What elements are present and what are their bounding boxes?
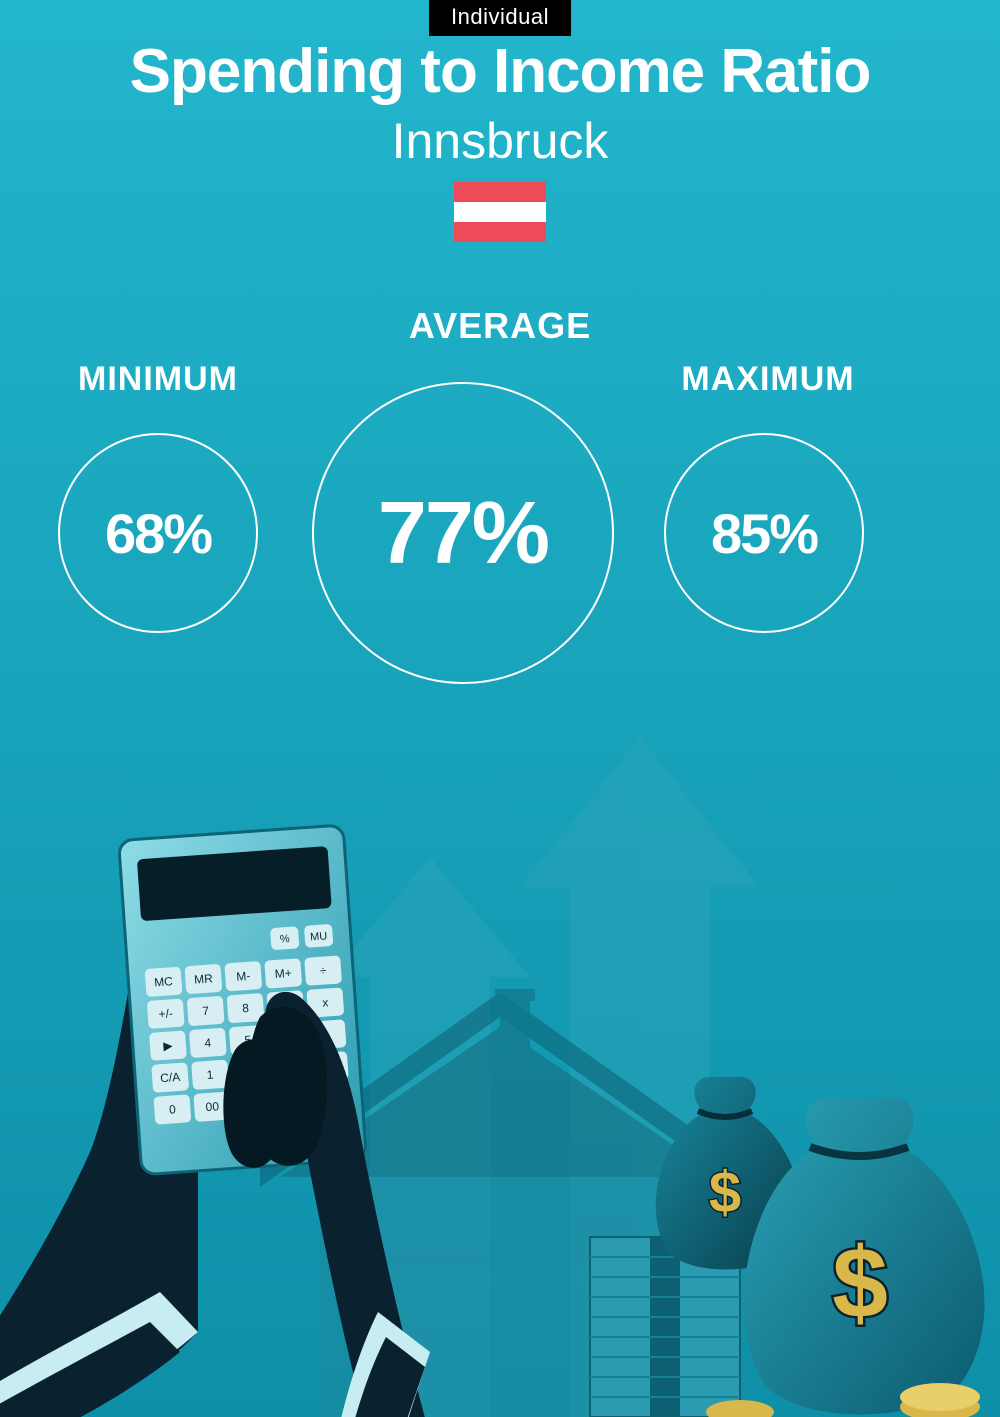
svg-text:MC: MC [154,974,174,989]
right-hand-icon [223,992,440,1417]
svg-text:C/A: C/A [160,1070,181,1085]
maximum-value-circle: 85% [664,433,864,633]
svg-text:5: 5 [244,1033,252,1047]
svg-text:x: x [322,995,329,1009]
svg-text:4: 4 [204,1036,212,1050]
austria-flag-icon [454,182,546,242]
coins-icon [706,1383,980,1417]
svg-text:$: $ [709,1160,741,1225]
svg-text:▶: ▶ [163,1038,174,1053]
finance-illustration: $ $ [0,717,1000,1417]
maximum-label: MAXIMUM [610,360,926,399]
upward-arrows-icon [330,737,760,1417]
money-stacks-icon [590,1237,740,1417]
svg-text:+: + [326,1059,334,1073]
svg-text:MU: MU [310,930,328,943]
svg-text:M+: M+ [274,966,292,981]
svg-text:.: . [250,1097,254,1111]
average-label: AVERAGE [0,305,1000,347]
average-value: 77% [378,482,548,584]
svg-text:2: 2 [246,1065,254,1079]
svg-text:M-: M- [236,969,251,984]
main-title: Spending to Income Ratio [0,36,1000,107]
svg-text:-: - [325,1027,330,1041]
svg-text:9: 9 [282,998,290,1012]
svg-text:%: % [280,933,291,946]
money-bag-small-icon: $ [656,1077,801,1270]
svg-text:=: = [288,1094,296,1108]
svg-text:+/-: +/- [158,1006,173,1021]
calculator-icon: % MU MCMRM-M+÷+/-789x▶456-C/A123+000.= [119,825,367,1175]
svg-text:÷: ÷ [319,963,327,977]
minimum-value: 68% [105,501,211,566]
svg-text:$: $ [832,1227,888,1339]
svg-text:8: 8 [242,1001,250,1015]
house-icon [260,989,740,1417]
svg-text:0: 0 [169,1102,177,1116]
infographic-canvas: Individual Spending to Income Ratio Inns… [0,0,1000,1417]
svg-text:3: 3 [286,1062,294,1076]
money-bag-large-icon: $ [744,1097,985,1415]
minimum-label: MINIMUM [0,360,316,399]
maximum-value: 85% [711,501,817,566]
category-badge: Individual [429,0,571,36]
left-hand-icon [0,839,208,1417]
svg-text:00: 00 [205,1099,220,1114]
svg-text:1: 1 [206,1068,214,1082]
svg-text:6: 6 [284,1030,292,1044]
svg-text:7: 7 [202,1004,210,1018]
svg-text:MR: MR [194,971,214,986]
minimum-value-circle: 68% [58,433,258,633]
average-value-circle: 77% [312,382,614,684]
location-subtitle: Innsbruck [0,112,1000,170]
